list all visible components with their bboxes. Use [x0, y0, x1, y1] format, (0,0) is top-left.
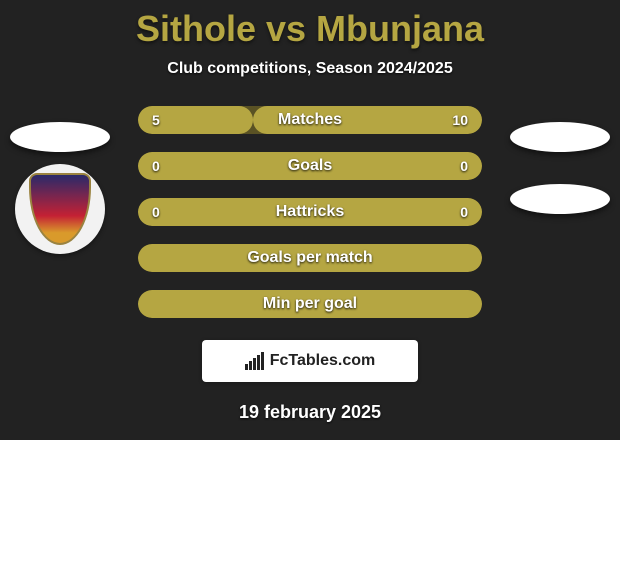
player-right-team-placeholder: [510, 184, 610, 214]
page-subtitle: Club competitions, Season 2024/2025: [0, 60, 620, 78]
player-left-avatar: [10, 122, 110, 152]
chart-icon: [245, 352, 264, 370]
content-area: Sithole vs Mbunjana Club competitions, S…: [0, 0, 620, 423]
branding-box[interactable]: FcTables.com: [202, 340, 418, 382]
stat-row: Min per goal: [138, 290, 482, 318]
player-columns: [0, 122, 620, 254]
stat-label: Min per goal: [138, 295, 482, 313]
player-left-team-badge: [15, 164, 105, 254]
player-right-column: [510, 122, 610, 254]
page-title: Sithole vs Mbunjana: [0, 8, 620, 50]
date-text: 19 february 2025: [0, 402, 620, 423]
player-right-avatar: [510, 122, 610, 152]
player-left-column: [10, 122, 110, 254]
shield-icon: [29, 173, 91, 245]
lower-white-area: [0, 440, 620, 580]
branding-text: FcTables.com: [270, 352, 376, 370]
